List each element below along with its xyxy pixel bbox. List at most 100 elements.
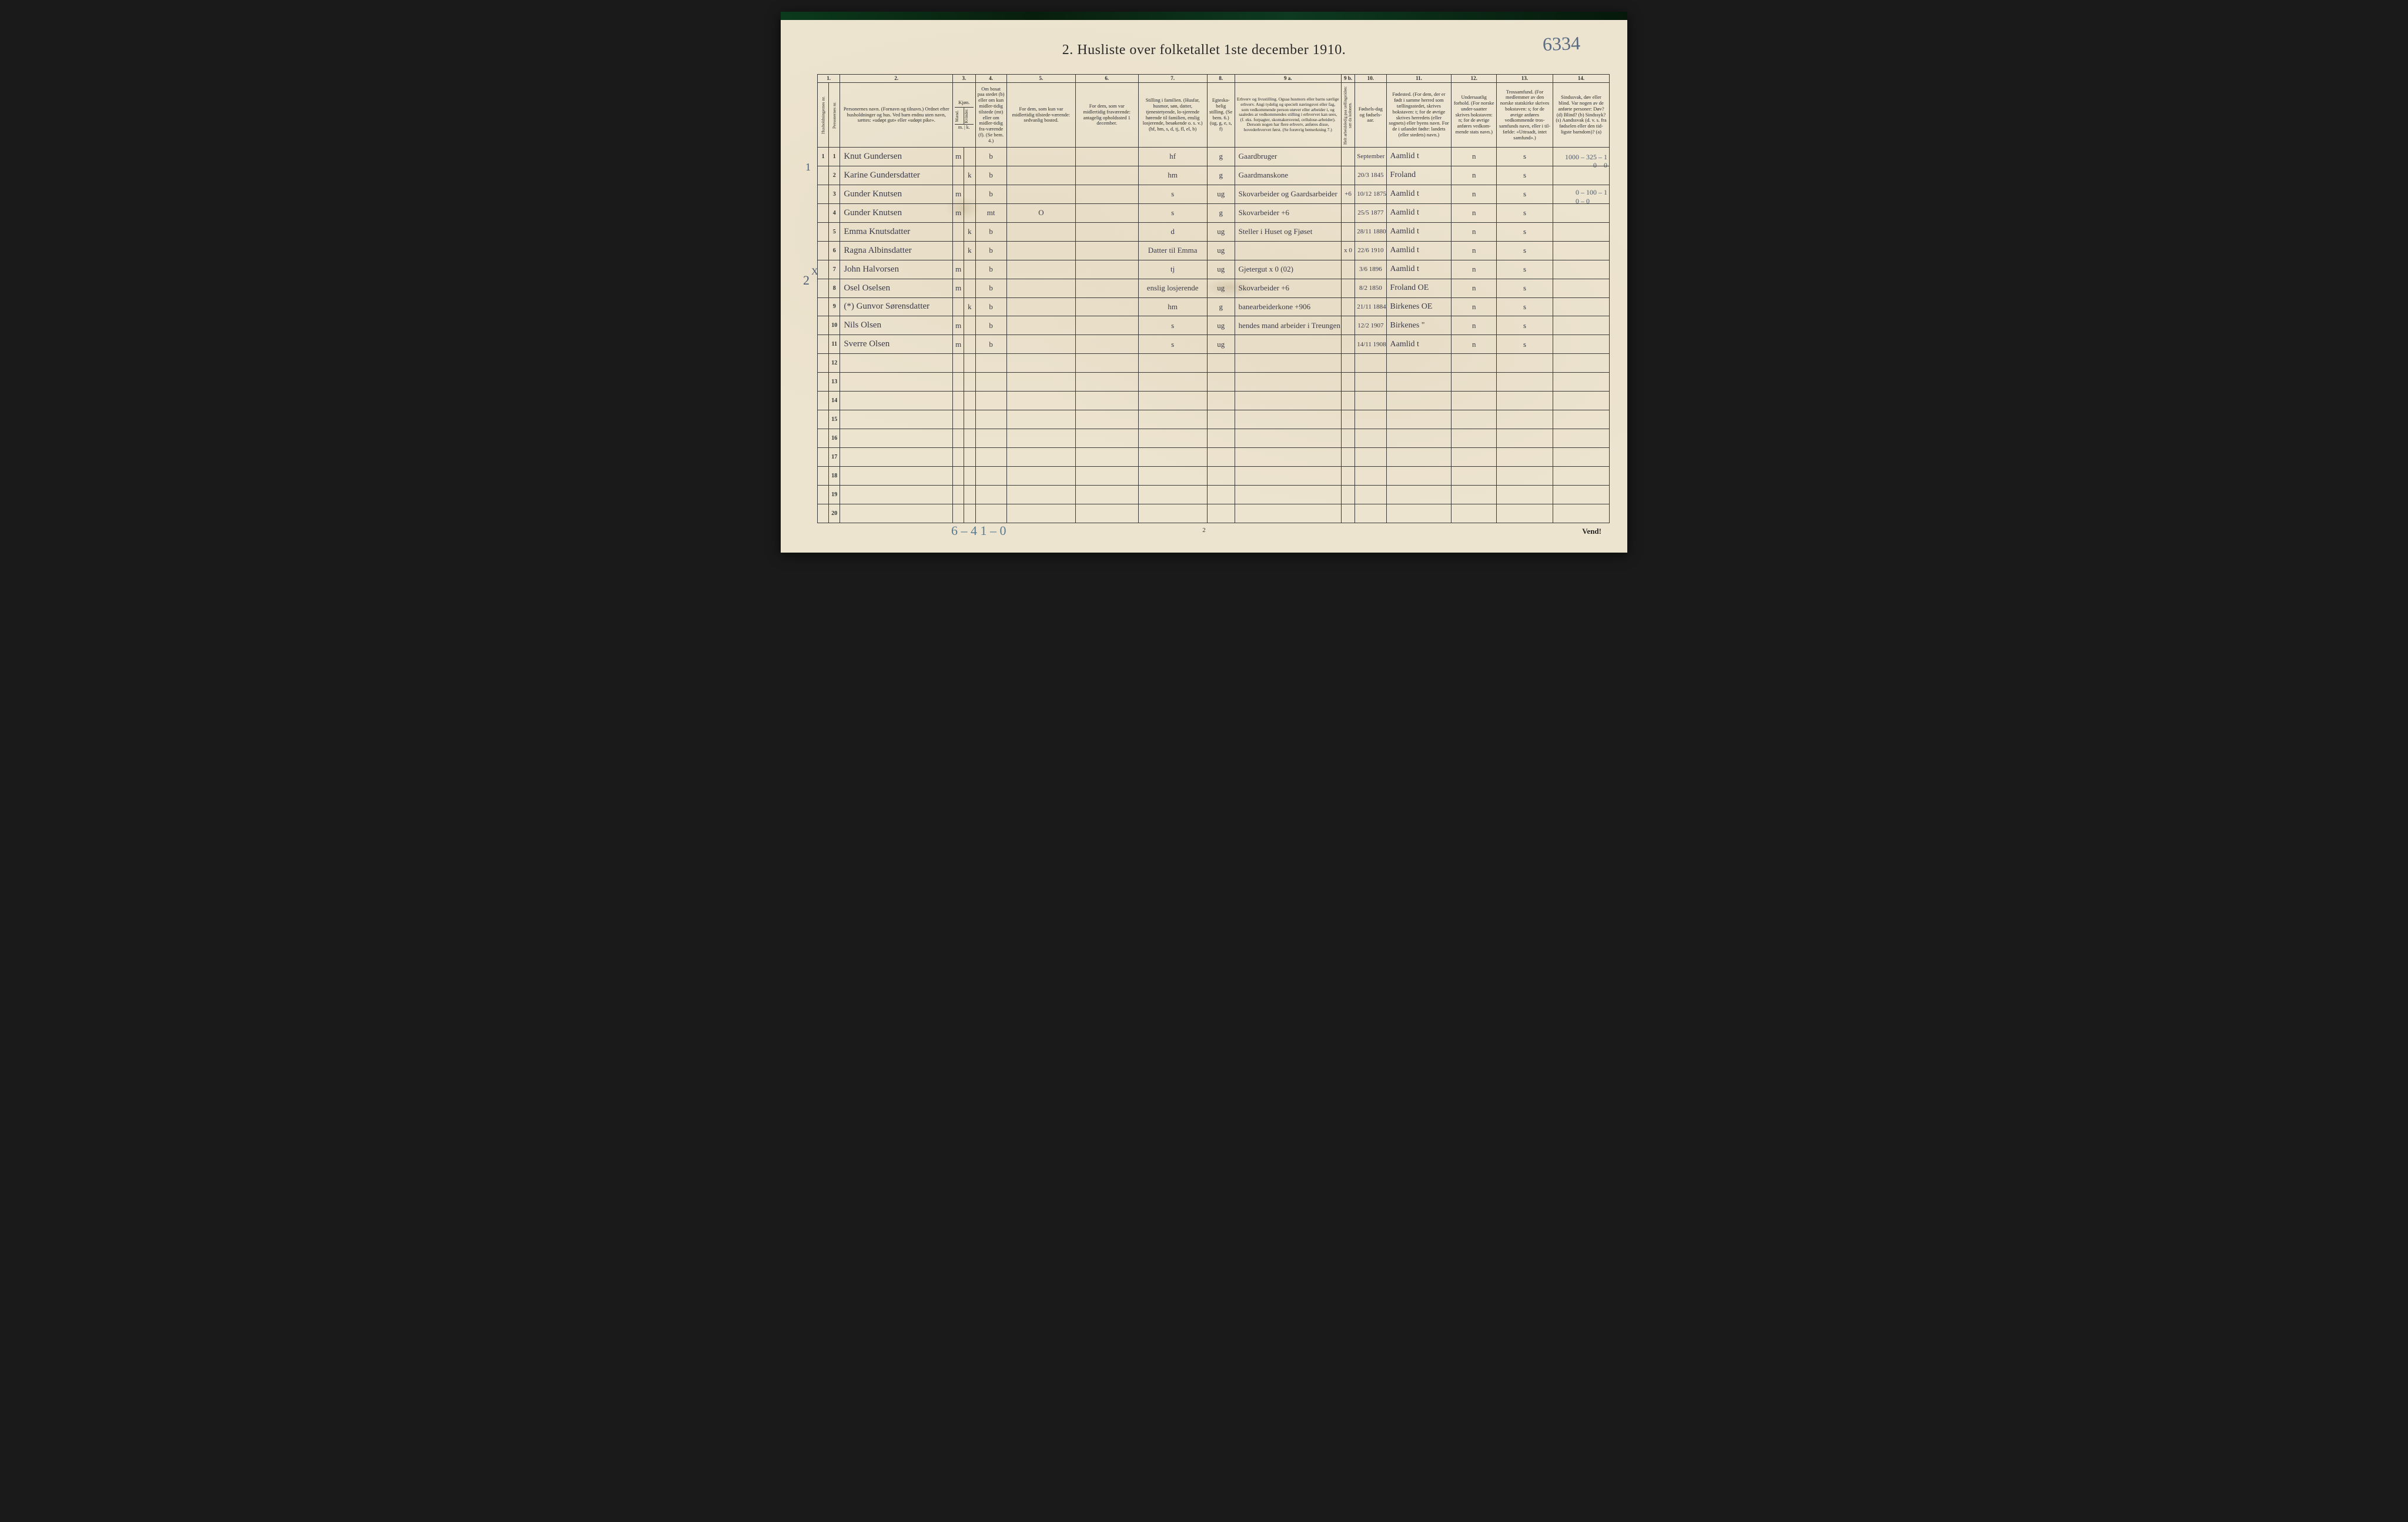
cell-pn: 20	[829, 504, 840, 523]
cell	[1235, 466, 1341, 485]
table-row: 5Emma KnutsdatterkbdugSteller i Huset og…	[818, 222, 1610, 241]
cell	[1553, 392, 1609, 410]
cell-birthplace: Froland	[1386, 166, 1452, 185]
cell-disability	[1553, 316, 1609, 335]
cell	[1138, 410, 1207, 429]
cell	[1355, 354, 1386, 373]
cell	[975, 392, 1006, 410]
cell-sex-k: k	[964, 241, 975, 260]
page-title: 2. Husliste over folketallet 1ste decemb…	[781, 20, 1627, 58]
cell	[1006, 485, 1075, 504]
cell-name: (*) Gunvor Sørensdatter	[840, 297, 953, 316]
cell	[953, 448, 964, 467]
cell-family-pos: s	[1138, 316, 1207, 335]
col-num: 13.	[1497, 75, 1553, 83]
cell-disability	[1553, 297, 1609, 316]
cell-sex-k: k	[964, 297, 975, 316]
table-row-empty: 16	[818, 429, 1610, 448]
cell-nationality: n	[1452, 279, 1497, 297]
cell	[1235, 448, 1341, 467]
col-num: 1.	[818, 75, 840, 83]
cell-temp-absent	[1076, 203, 1139, 222]
cell-residence: mt	[975, 203, 1006, 222]
cell	[1497, 410, 1553, 429]
cell	[818, 373, 829, 392]
cell-temp-absent	[1076, 185, 1139, 203]
annotation-bottom-tally: 6 – 4 1 – 0	[951, 523, 1006, 538]
cell	[1138, 448, 1207, 467]
col-header-family-pos: Stilling i familien. (Husfar, husmor, sø…	[1138, 83, 1207, 148]
cell-dob: 3/6 1896	[1355, 260, 1386, 279]
cell-religion: s	[1497, 185, 1553, 203]
cell-disability	[1553, 222, 1609, 241]
cell-dob: 20/3 1845	[1355, 166, 1386, 185]
cell-hh	[818, 260, 829, 279]
cell-occupation: Skovarbeider og Gaardsarbeider	[1235, 185, 1341, 203]
table-row-empty: 20	[818, 504, 1610, 523]
cell	[1355, 373, 1386, 392]
cell-residence: b	[975, 279, 1006, 297]
cell-birthplace: Froland OE	[1386, 279, 1452, 297]
cell-pn: 4	[829, 203, 840, 222]
cell-pn: 1	[829, 148, 840, 166]
cell-temp-absent	[1076, 335, 1139, 354]
cell-nationality: n	[1452, 260, 1497, 279]
table-row: 10Nils Olsenmbsughendes mand arbeider i …	[818, 316, 1610, 335]
cell-dob: 22/6 1910	[1355, 241, 1386, 260]
cell-religion: s	[1497, 241, 1553, 260]
cell	[1235, 504, 1341, 523]
cell-sex-k: k	[964, 222, 975, 241]
table-row: 11Sverre Olsenmbsug14/11 1908Aamlid tns	[818, 335, 1610, 354]
cell-temp-present	[1006, 166, 1075, 185]
table-row: 4Gunder KnutsenmmtOsgSkovarbeider +625/5…	[818, 203, 1610, 222]
col-header-name: Personernes navn. (Fornavn og tilnavn.) …	[840, 83, 953, 148]
cell	[1138, 373, 1207, 392]
cell	[1497, 485, 1553, 504]
cell	[1076, 410, 1139, 429]
header-text: m. | k.	[955, 124, 973, 130]
cell	[1207, 448, 1235, 467]
cell-residence: b	[975, 222, 1006, 241]
cell	[953, 354, 964, 373]
cell	[818, 410, 829, 429]
cell-sex-k	[964, 335, 975, 354]
cell-sex-m	[953, 241, 964, 260]
col-num: 11.	[1386, 75, 1452, 83]
cell-birthplace: Aamlid t	[1386, 222, 1452, 241]
cell	[1452, 354, 1497, 373]
cell	[1553, 466, 1609, 485]
cell-pn: 12	[829, 354, 840, 373]
cell-unemployed	[1341, 335, 1354, 354]
cell	[1452, 485, 1497, 504]
cell-hh	[818, 222, 829, 241]
cell-unemployed	[1341, 222, 1354, 241]
col-num: 14.	[1553, 75, 1609, 83]
cell-pn: 9	[829, 297, 840, 316]
cell-pn: 7	[829, 260, 840, 279]
cell	[953, 392, 964, 410]
cell	[1235, 354, 1341, 373]
cell	[1386, 429, 1452, 448]
cell	[1076, 429, 1139, 448]
cell-temp-present	[1006, 222, 1075, 241]
cell	[1497, 448, 1553, 467]
cell-temp-absent	[1076, 148, 1139, 166]
cell	[1341, 466, 1354, 485]
cell-temp-absent	[1076, 260, 1139, 279]
cell	[1207, 410, 1235, 429]
cell-pn: 10	[829, 316, 840, 335]
cell	[1207, 485, 1235, 504]
cell-temp-absent	[1076, 241, 1139, 260]
cell-birthplace: Aamlid t	[1386, 241, 1452, 260]
col-header-sex: Kjøn. Mænd. Kvinder. m. | k.	[953, 83, 975, 148]
footer-vend: Vend!	[1582, 527, 1601, 536]
cell	[1452, 504, 1497, 523]
cell-nationality: n	[1452, 148, 1497, 166]
cell	[1355, 485, 1386, 504]
cell	[1553, 373, 1609, 392]
cell-occupation: Gaardbruger	[1235, 148, 1341, 166]
cell-temp-present	[1006, 185, 1075, 203]
cell-religion: s	[1497, 148, 1553, 166]
table-row-empty: 15	[818, 410, 1610, 429]
cell-residence: b	[975, 241, 1006, 260]
